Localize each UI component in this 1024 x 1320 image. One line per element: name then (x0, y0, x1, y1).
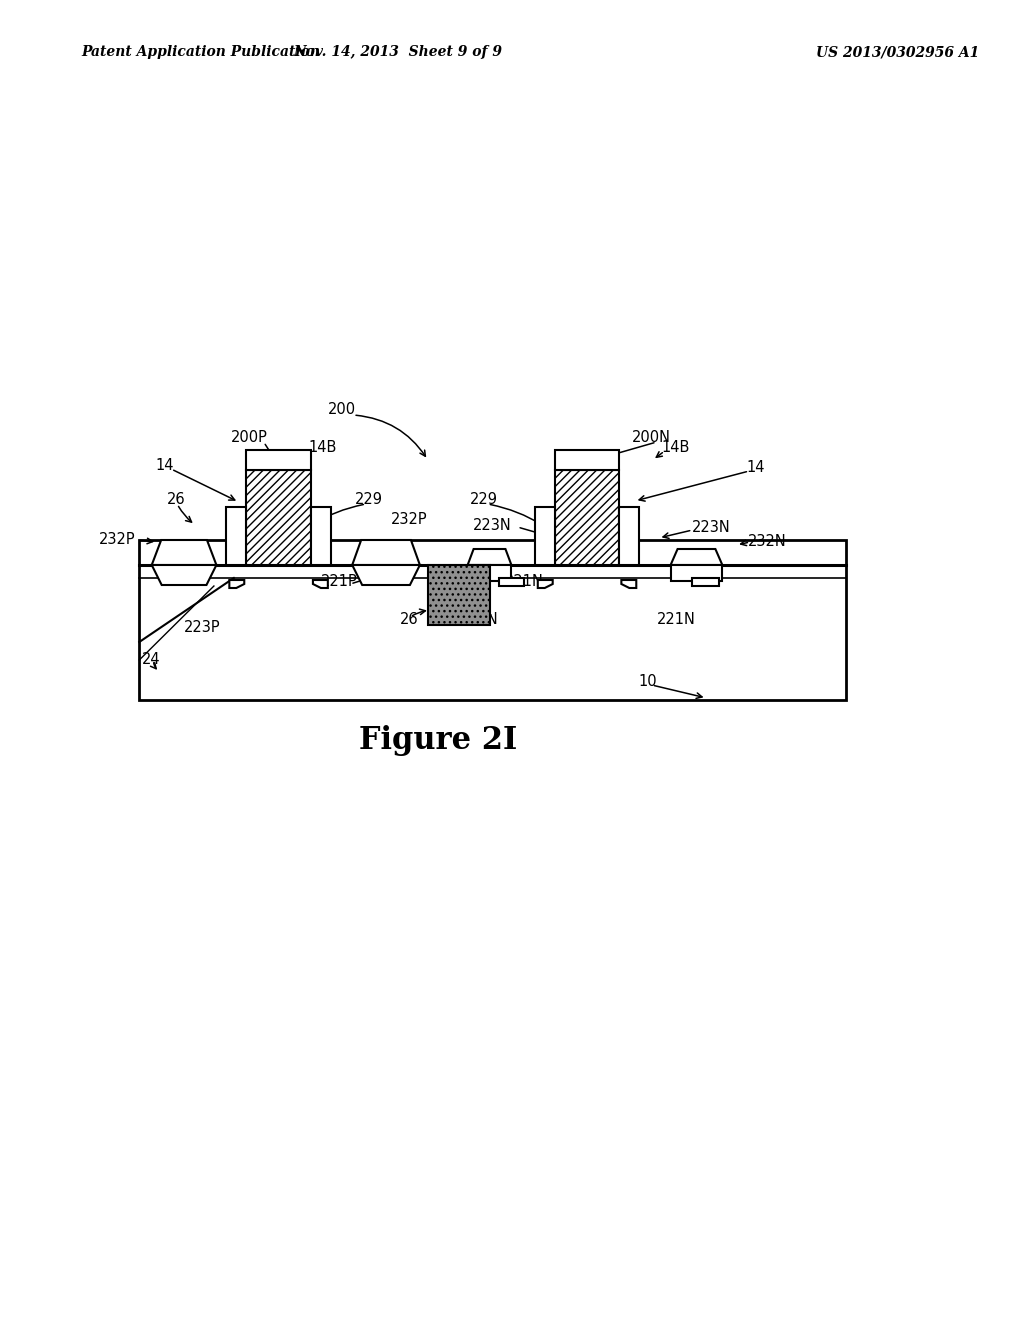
Bar (311, 507, 331, 565)
Polygon shape (152, 565, 216, 585)
Text: 14B: 14B (662, 440, 690, 454)
Text: Patent Application Publication: Patent Application Publication (82, 45, 321, 59)
Polygon shape (622, 579, 636, 587)
Polygon shape (313, 579, 328, 587)
Bar (139, 540, 846, 700)
Text: US 2013/0302956 A1: US 2013/0302956 A1 (816, 45, 979, 59)
Text: 221N: 221N (505, 574, 544, 590)
Text: Nov. 14, 2013  Sheet 9 of 9: Nov. 14, 2013 Sheet 9 of 9 (294, 45, 503, 59)
Text: 223N: 223N (473, 517, 511, 532)
Polygon shape (671, 549, 722, 565)
Bar (246, 450, 311, 470)
Bar (535, 507, 555, 565)
Text: 223P: 223P (184, 619, 221, 635)
Bar (500, 578, 524, 586)
Text: 26: 26 (400, 612, 419, 627)
Bar (691, 578, 720, 586)
Bar (428, 565, 489, 624)
Text: 14: 14 (156, 458, 174, 473)
Text: 232P: 232P (391, 512, 428, 528)
Text: 232P: 232P (98, 532, 135, 548)
Text: 24: 24 (142, 652, 161, 668)
Polygon shape (352, 540, 420, 565)
Bar (671, 565, 722, 581)
Text: 221P: 221P (321, 574, 357, 590)
Text: 229: 229 (470, 492, 498, 507)
Bar (620, 507, 639, 565)
Polygon shape (229, 579, 245, 587)
Bar (468, 565, 511, 581)
Text: 200N: 200N (632, 430, 671, 446)
Bar (555, 450, 620, 470)
Bar (246, 470, 311, 565)
Polygon shape (538, 579, 553, 587)
Text: 229: 229 (355, 492, 383, 507)
Text: 200: 200 (329, 403, 356, 417)
Polygon shape (468, 549, 511, 565)
Text: 232N: 232N (460, 612, 499, 627)
Text: 14: 14 (746, 461, 765, 475)
Polygon shape (152, 540, 216, 565)
Text: 14B: 14B (308, 440, 337, 454)
Text: Figure 2I: Figure 2I (358, 725, 517, 755)
Text: 200P: 200P (230, 430, 267, 446)
Text: 221N: 221N (656, 612, 695, 627)
Text: 232N: 232N (749, 535, 787, 549)
Text: 26: 26 (167, 492, 185, 507)
Bar (555, 470, 620, 565)
Text: 10: 10 (639, 675, 657, 689)
Bar (226, 507, 246, 565)
Text: 223N: 223N (691, 520, 730, 535)
Polygon shape (352, 565, 420, 585)
